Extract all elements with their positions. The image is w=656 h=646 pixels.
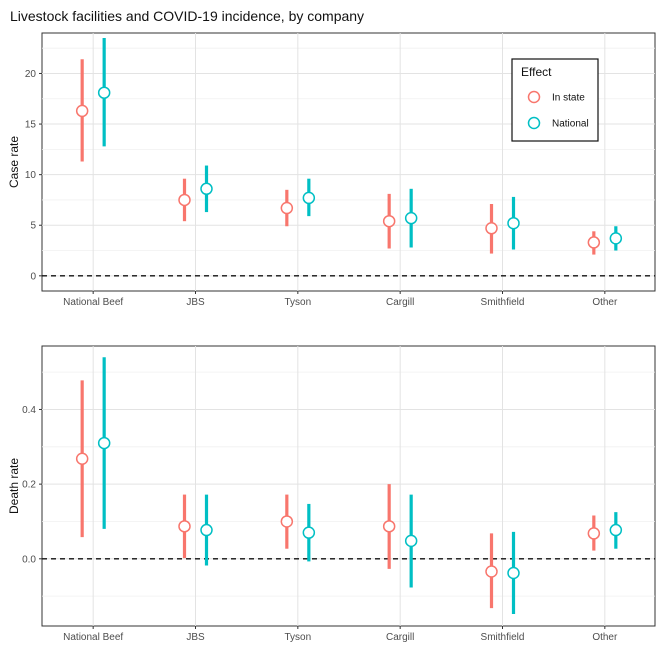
point-national-tyson bbox=[302, 526, 316, 539]
chart-title: Livestock facilities and COVID-19 incide… bbox=[10, 8, 365, 24]
y-tick-label: 15 bbox=[25, 120, 37, 131]
legend-box bbox=[511, 58, 599, 142]
point-in-state-cargill bbox=[382, 214, 396, 228]
point-national-tyson bbox=[302, 191, 316, 205]
point-national-national-beef bbox=[97, 86, 111, 99]
point-in-state-tyson bbox=[280, 515, 294, 528]
y-tick-label: 0 bbox=[30, 271, 36, 282]
y-tick-label: 0.0 bbox=[22, 554, 36, 565]
x-tick-label-tyson: Tyson bbox=[284, 632, 311, 643]
point-in-state-tyson bbox=[280, 201, 294, 215]
x-tick-label-cargill: Cargill bbox=[386, 297, 414, 308]
point-national-other bbox=[609, 232, 623, 245]
point-in-state-smithfield bbox=[485, 565, 498, 578]
point-in-state-cargill bbox=[382, 520, 396, 533]
x-tick-label-national-beef: National Beef bbox=[63, 297, 123, 308]
point-in-state-other bbox=[587, 527, 601, 540]
x-tick-label-jbs: JBS bbox=[186, 632, 205, 643]
y-tick-label: 10 bbox=[25, 170, 37, 181]
y-tick-label: 0.2 bbox=[22, 480, 36, 491]
legend-label-in-state: In state bbox=[552, 93, 585, 104]
point-in-state-jbs bbox=[178, 520, 191, 533]
x-tick-label-national-beef: National Beef bbox=[63, 632, 123, 643]
x-tick-label-cargill: Cargill bbox=[386, 632, 414, 643]
y-tick-label: 5 bbox=[30, 221, 36, 232]
point-national-cargill bbox=[404, 211, 418, 225]
point-national-cargill bbox=[404, 534, 418, 548]
point-in-state-smithfield bbox=[485, 222, 498, 235]
y-tick-label: 0.4 bbox=[22, 405, 36, 416]
x-tick-label-other: Other bbox=[592, 632, 618, 643]
point-national-other bbox=[609, 523, 623, 537]
legend-key-in-state bbox=[527, 90, 541, 104]
legend: Effect In state National bbox=[511, 58, 599, 142]
point-in-state-other bbox=[587, 236, 601, 249]
point-in-state-national-beef bbox=[75, 452, 89, 465]
x-tick-label-other: Other bbox=[592, 297, 618, 308]
x-tick-label-jbs: JBS bbox=[186, 297, 205, 308]
legend-label-national: National bbox=[552, 119, 589, 130]
point-national-smithfield bbox=[507, 216, 520, 230]
y-axis-title: Case rate bbox=[7, 136, 21, 188]
y-axis-title: Death rate bbox=[7, 458, 21, 514]
x-tick-label-smithfield: Smithfield bbox=[481, 632, 525, 643]
legend-key-national bbox=[527, 116, 541, 130]
y-tick-label: 20 bbox=[25, 69, 37, 80]
x-tick-label-tyson: Tyson bbox=[284, 297, 311, 308]
legend-title: Effect bbox=[521, 65, 552, 79]
point-national-smithfield bbox=[507, 566, 520, 580]
panel-border bbox=[41, 345, 656, 627]
point-national-national-beef bbox=[97, 436, 111, 450]
point-in-state-jbs bbox=[178, 193, 191, 207]
point-in-state-national-beef bbox=[75, 104, 89, 118]
point-national-jbs bbox=[200, 182, 213, 196]
death-rate-panel: 0.0 0.2 0.4 National Beef JBS Tyson Cargill Smi… bbox=[7, 345, 656, 643]
point-national-jbs bbox=[200, 523, 213, 537]
x-tick-label-smithfield: Smithfield bbox=[481, 297, 525, 308]
